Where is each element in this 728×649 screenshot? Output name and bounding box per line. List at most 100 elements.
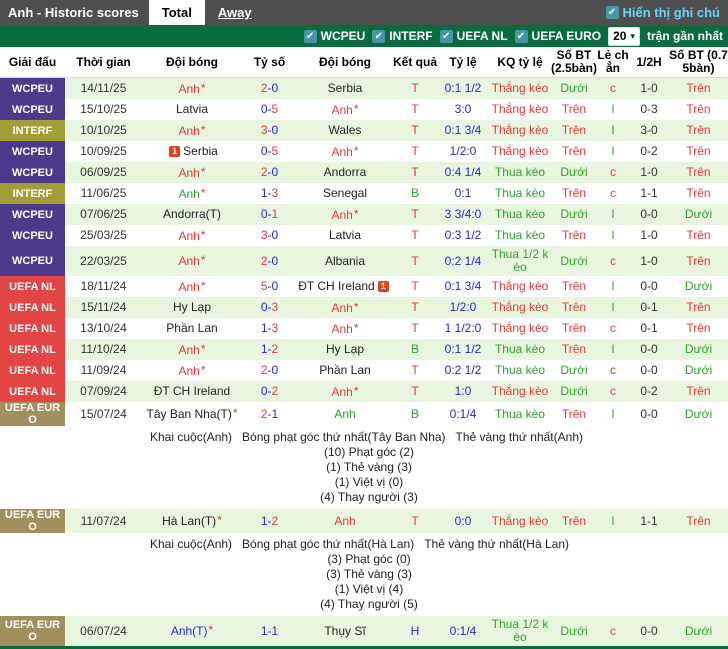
title-bar: Anh - Historic scores Total Away ✔ Hiển …: [0, 0, 728, 25]
star-marker: *: [201, 228, 206, 242]
league-badge: INTERF: [0, 183, 65, 204]
handicap-odds: 1:0: [437, 381, 489, 402]
over-under-2-5: Trên: [551, 339, 597, 360]
checkbox-icon[interactable]: ✔: [304, 30, 317, 43]
half-time-score: 0-0: [629, 276, 669, 297]
result: T: [393, 120, 437, 141]
odd-even: l: [597, 339, 629, 360]
team-name: ĐT CH Ireland: [298, 279, 374, 293]
match-date: 14/11/25: [65, 78, 142, 100]
show-notes-checkbox[interactable]: ✔: [606, 6, 619, 19]
league-badge: WCPEU: [0, 204, 65, 225]
odd-even: c: [597, 246, 629, 276]
half-time-score: 0-0: [629, 360, 669, 381]
note-cell: Khai cuộc(Anh)Bóng phạt góc thứ nhất(Tây…: [65, 426, 728, 509]
score: 3-0: [242, 120, 297, 141]
filter-uefa-euro[interactable]: ✔ UEFA EURO: [515, 29, 602, 43]
note-row: Khai cuộc(Anh)Bóng phạt góc thứ nhất(Tây…: [0, 426, 728, 509]
score: 0-2: [242, 381, 297, 402]
over-under-2-5: Trên: [551, 99, 597, 120]
checkbox-icon[interactable]: ✔: [515, 30, 528, 43]
match-date: 10/10/25: [65, 120, 142, 141]
odd-even: l: [597, 297, 629, 318]
checkbox-icon[interactable]: ✔: [372, 30, 385, 43]
note-header-line: Khai cuộc(Anh)Bóng phạt góc thứ nhất(Tây…: [150, 430, 588, 445]
note-row: Khai cuộc(Anh)Bóng phạt góc thứ nhất(Hà …: [0, 533, 728, 616]
away-score: 0: [272, 254, 279, 268]
home-team: Anh*: [142, 162, 242, 183]
home-team: Hà Lan(T)*: [142, 509, 242, 533]
odd-even: l: [597, 402, 629, 426]
half-time-score: 1-0: [629, 162, 669, 183]
league-badge: UEFA NL: [0, 297, 65, 318]
away-team: Phần Lan: [297, 360, 393, 381]
handicap-result: Thắng kèo: [489, 99, 551, 120]
note-stat-line: (1) Thẻ vàng (3): [150, 460, 588, 475]
red-card-icon: 1: [378, 281, 389, 292]
league-badge: WCPEU: [0, 246, 65, 276]
over-under-0-75: Dưới: [669, 402, 728, 426]
filter-interf[interactable]: ✔ INTERF: [372, 29, 432, 43]
checkbox-icon[interactable]: ✔: [440, 30, 453, 43]
over-under-0-75: Trên: [669, 78, 728, 100]
home-score: 0: [261, 300, 268, 314]
away-score: 1: [272, 624, 279, 638]
over-under-0-75: Trên: [669, 381, 728, 402]
team-name: Anh: [331, 385, 352, 399]
tab-away[interactable]: Away: [205, 0, 265, 25]
match-date: 15/07/24: [65, 402, 142, 426]
team-name: Wales: [329, 123, 362, 137]
away-team: Latvia: [297, 225, 393, 246]
match-date: 10/09/25: [65, 141, 142, 162]
filter-label: WCPEU: [321, 29, 366, 43]
home-team: Anh*: [142, 339, 242, 360]
away-team: Andorra: [297, 162, 393, 183]
team-name: Andorra: [324, 165, 367, 179]
home-score: 1: [261, 321, 268, 335]
team-name: Serbia: [183, 144, 218, 158]
away-team: Serbia: [297, 78, 393, 100]
match-date: 06/09/25: [65, 162, 142, 183]
match-date: 15/11/24: [65, 297, 142, 318]
star-marker: *: [201, 253, 206, 267]
result: T: [393, 162, 437, 183]
over-under-0-75: Dưới: [669, 360, 728, 381]
away-team: ĐT CH Ireland 1: [297, 276, 393, 297]
handicap-result: Thắng kèo: [489, 141, 551, 162]
tab-total[interactable]: Total: [149, 0, 205, 25]
match-date: 07/06/25: [65, 204, 142, 225]
team-name: Senegal: [323, 186, 367, 200]
team-name: Anh: [178, 166, 199, 180]
over-under-2-5: Trên: [551, 141, 597, 162]
home-score: 2: [261, 363, 268, 377]
handicap-result: Thắng kèo: [489, 78, 551, 100]
score: 1-3: [242, 318, 297, 339]
home-score: 1: [261, 514, 268, 528]
show-notes-toggle[interactable]: ✔ Hiển thị ghi chú: [606, 0, 728, 25]
over-under-2-5: Trên: [551, 276, 597, 297]
handicap-odds: 0:2 1/4: [437, 246, 489, 276]
league-badge: WCPEU: [0, 225, 65, 246]
score: 0-1: [242, 204, 297, 225]
team-name: Hy Lạp: [326, 342, 364, 356]
home-team: Anh*: [142, 225, 242, 246]
star-marker: *: [201, 165, 206, 179]
match-date: 11/10/24: [65, 339, 142, 360]
filter-wcpeu[interactable]: ✔ WCPEU: [304, 29, 366, 43]
away-team: Anh: [297, 402, 393, 426]
home-team: Latvia: [142, 99, 242, 120]
star-marker: *: [201, 342, 206, 356]
match-count-select[interactable]: 20 ▾: [608, 27, 640, 46]
home-team: ĐT CH Ireland: [142, 381, 242, 402]
handicap-odds: 0:2 1/2: [437, 360, 489, 381]
home-team: Anh(T)*: [142, 616, 242, 648]
away-team: Senegal: [297, 183, 393, 204]
column-header: Số BT (0.75bàn): [669, 47, 728, 78]
filter-uefa-nl[interactable]: ✔ UEFA NL: [440, 29, 508, 43]
filter-label: UEFA NL: [457, 29, 508, 43]
column-header: Đội bóng: [142, 47, 242, 78]
